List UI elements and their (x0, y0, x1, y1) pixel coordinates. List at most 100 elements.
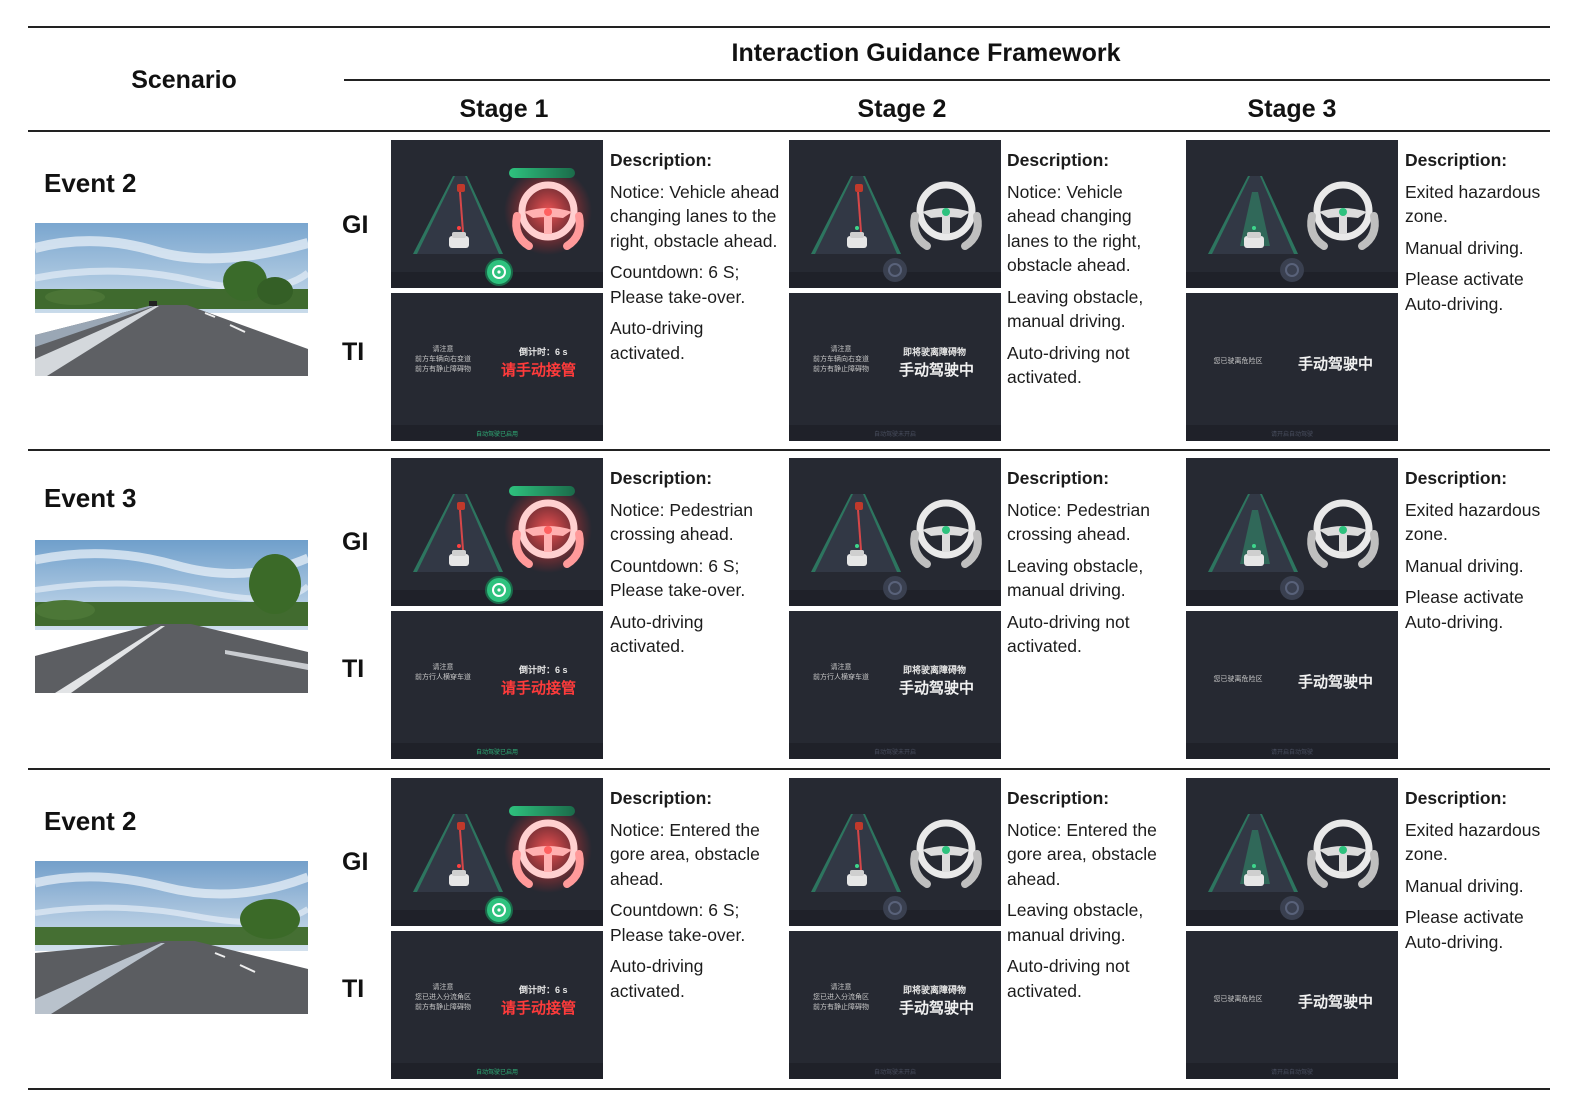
road-view-icon (803, 162, 913, 277)
description-paragraph: Leaving obstacle, manual driving. (1007, 900, 1144, 945)
description-paragraph: Please activate Auto-driving. (1405, 269, 1524, 314)
ti-notice-line: 您已进入分流角区 (415, 994, 471, 1001)
steering-wheel-icon (503, 804, 593, 899)
description-title: Description: (1007, 468, 1110, 488)
gi-display-panel (391, 778, 603, 926)
ti-notice-line: 请注意 (432, 346, 454, 353)
ti-bottom-strip (789, 1063, 1001, 1079)
ti-notice-text: 您已驶离危险区 (1202, 995, 1274, 1005)
auto-drive-inactive-icon (883, 896, 907, 920)
ti-notice-line: 您已驶离危险区 (1213, 358, 1263, 365)
ti-footer-status: 自动驾驶未开启 (873, 1070, 916, 1076)
road-view-icon (803, 800, 913, 915)
scenario-header: Scenario (131, 66, 237, 94)
gi-display-panel (789, 458, 1001, 606)
ti-notice-text: 请注意 前方行人横穿车道 (407, 663, 479, 683)
gi-row-label: GI (342, 211, 369, 239)
steering-wheel-icon (901, 166, 991, 261)
ti-bottom-strip (391, 1063, 603, 1079)
ti-main-message: 手动驾驶中 (1298, 356, 1374, 373)
gi-row-label: GI (342, 848, 369, 876)
ti-footer-status: 请开启自动驾驶 (1270, 432, 1313, 438)
stage-2-header: Stage 2 (857, 95, 947, 123)
ti-footer-status: 自动驾驶已启用 (475, 1070, 518, 1076)
description-paragraph: Exited hazardous zone. (1405, 181, 1541, 227)
framework-underline (344, 79, 1550, 81)
road-view-icon (1200, 162, 1310, 277)
ti-notice-line: 前方车辆向右变道 (415, 356, 471, 363)
stage-description: Description: Notice: Pedestrian crossing … (610, 466, 780, 666)
ti-notice-line: 前方行人横穿车道 (813, 674, 869, 681)
ti-display-panel: 请注意 前方行人横穿车道 即将驶离障碍物手动驾驶中自动驾驶未开启 (789, 611, 1001, 759)
road-view-icon (803, 480, 913, 595)
ti-main-message: 请手动接管 (501, 362, 577, 379)
ti-footer-status: 请开启自动驾驶 (1270, 750, 1313, 756)
steering-wheel-icon (503, 166, 593, 261)
description-title: Description: (610, 788, 713, 808)
gi-display-panel (391, 458, 603, 606)
ti-notice-line: 前方有静止障碍物 (415, 1004, 471, 1011)
event-title: Event 2 (44, 806, 137, 836)
ti-notice-line: 前方有静止障碍物 (813, 1004, 869, 1011)
ti-main-message: 请手动接管 (501, 1000, 577, 1017)
ti-main-message: 手动驾驶中 (899, 362, 975, 379)
ti-notice-line: 请注意 (830, 346, 852, 353)
ti-footer-status: 自动驾驶已启用 (475, 432, 518, 438)
ti-bottom-strip (789, 743, 1001, 759)
event-title: Event 3 (44, 483, 137, 513)
ti-notice-text: 请注意您已进入分流角区 前方有静止障碍物 (407, 983, 479, 1013)
header-bottom-rule (28, 130, 1550, 132)
ti-notice-line: 您已进入分流角区 (813, 994, 869, 1001)
description-paragraph: Notice: Vehicle ahead changing lanes to … (1007, 181, 1142, 276)
description-paragraph: Please activate Auto-driving. (1405, 907, 1524, 952)
ti-notice-text: 请注意 前方行人横穿车道 (805, 663, 877, 683)
description-title: Description: (1405, 788, 1508, 808)
description-title: Description: (1007, 788, 1110, 808)
gi-display-panel (1186, 778, 1398, 926)
ti-bottom-strip (391, 425, 603, 441)
ti-notice-text: 请注意 前方车辆向右变道 前方有静止障碍物 (407, 345, 479, 375)
ti-main-message: 手动驾驶中 (1298, 994, 1374, 1011)
ti-display-panel: 请注意 您已进入分流角区 前方有静止障碍物 即将驶离障碍物 手动驾驶中 自动驾驶未开启 (789, 931, 1001, 1079)
gi-display-panel (1186, 140, 1398, 288)
ti-display-panel: 请注意 前方车辆向右变道 前方有静止障碍物 倒计时：6 s 请手动接管 自动驾驶已启用 (391, 293, 603, 441)
description-title: Description: (1007, 150, 1110, 170)
ti-display-panel: 您已驶离危险区 手动驾驶中 请开启自动驾驶 (1186, 931, 1398, 1079)
description-paragraph: Leaving obstacle, manual driving. (1007, 555, 1144, 601)
ti-notice-text: 您已驶离危险区 (1202, 357, 1274, 367)
description-paragraph: Exited hazardous zone. (1405, 499, 1541, 545)
road-view-icon (405, 162, 515, 277)
gi-display-panel (1186, 458, 1398, 606)
auto-drive-inactive-icon (1280, 896, 1304, 920)
description-title: Description: (1405, 150, 1508, 170)
section-rule-1 (28, 449, 1550, 451)
road-scene-image (35, 223, 308, 376)
description-paragraph: Manual driving. (1405, 237, 1524, 258)
steering-wheel-icon (1298, 166, 1388, 261)
bottom-rule (28, 1088, 1550, 1090)
auto-drive-active-icon (485, 258, 513, 286)
stage-description: Description: Notice: Entered the gore are… (1007, 786, 1172, 1010)
ti-notice-line: 请注意 (432, 664, 454, 671)
stage-description: Description: Exited hazardous zone. Manual… (1405, 148, 1550, 323)
countdown-bar (509, 486, 575, 496)
description-paragraph: Auto-driving not activated. (1007, 342, 1130, 388)
stage-description: Description: Notice: Pedestrian crossing … (1007, 466, 1172, 666)
ti-countdown-text: 即将驶离障碍物 (903, 665, 967, 675)
description-paragraph: Manual driving. (1405, 555, 1524, 576)
ti-footer-status: 自动驾驶未开启 (873, 750, 916, 756)
ti-notice-line: 前方车辆向右变道 (813, 356, 869, 363)
ti-main-message: 手动驾驶中 (899, 680, 975, 697)
stage-description: Description: Notice: Vehicle ahead changi… (1007, 148, 1172, 397)
stage-3-header: Stage 3 (1247, 95, 1337, 123)
description-title: Description: (610, 150, 713, 170)
road-scene-image (35, 540, 308, 693)
ti-notice-line: 请注意 (432, 984, 454, 991)
countdown-bar (509, 168, 575, 178)
ti-countdown-text: 即将驶离障碍物 (903, 985, 967, 995)
gi-row-label: GI (342, 528, 369, 556)
stage-description: Description: Notice: Vehicle ahead changi… (610, 148, 780, 372)
description-paragraph: Please activate Auto-driving. (1405, 587, 1524, 632)
ti-display-panel: 您已驶离危险区 手动驾驶中 请开启自动驾驶 (1186, 611, 1398, 759)
auto-drive-inactive-icon (1280, 576, 1304, 600)
